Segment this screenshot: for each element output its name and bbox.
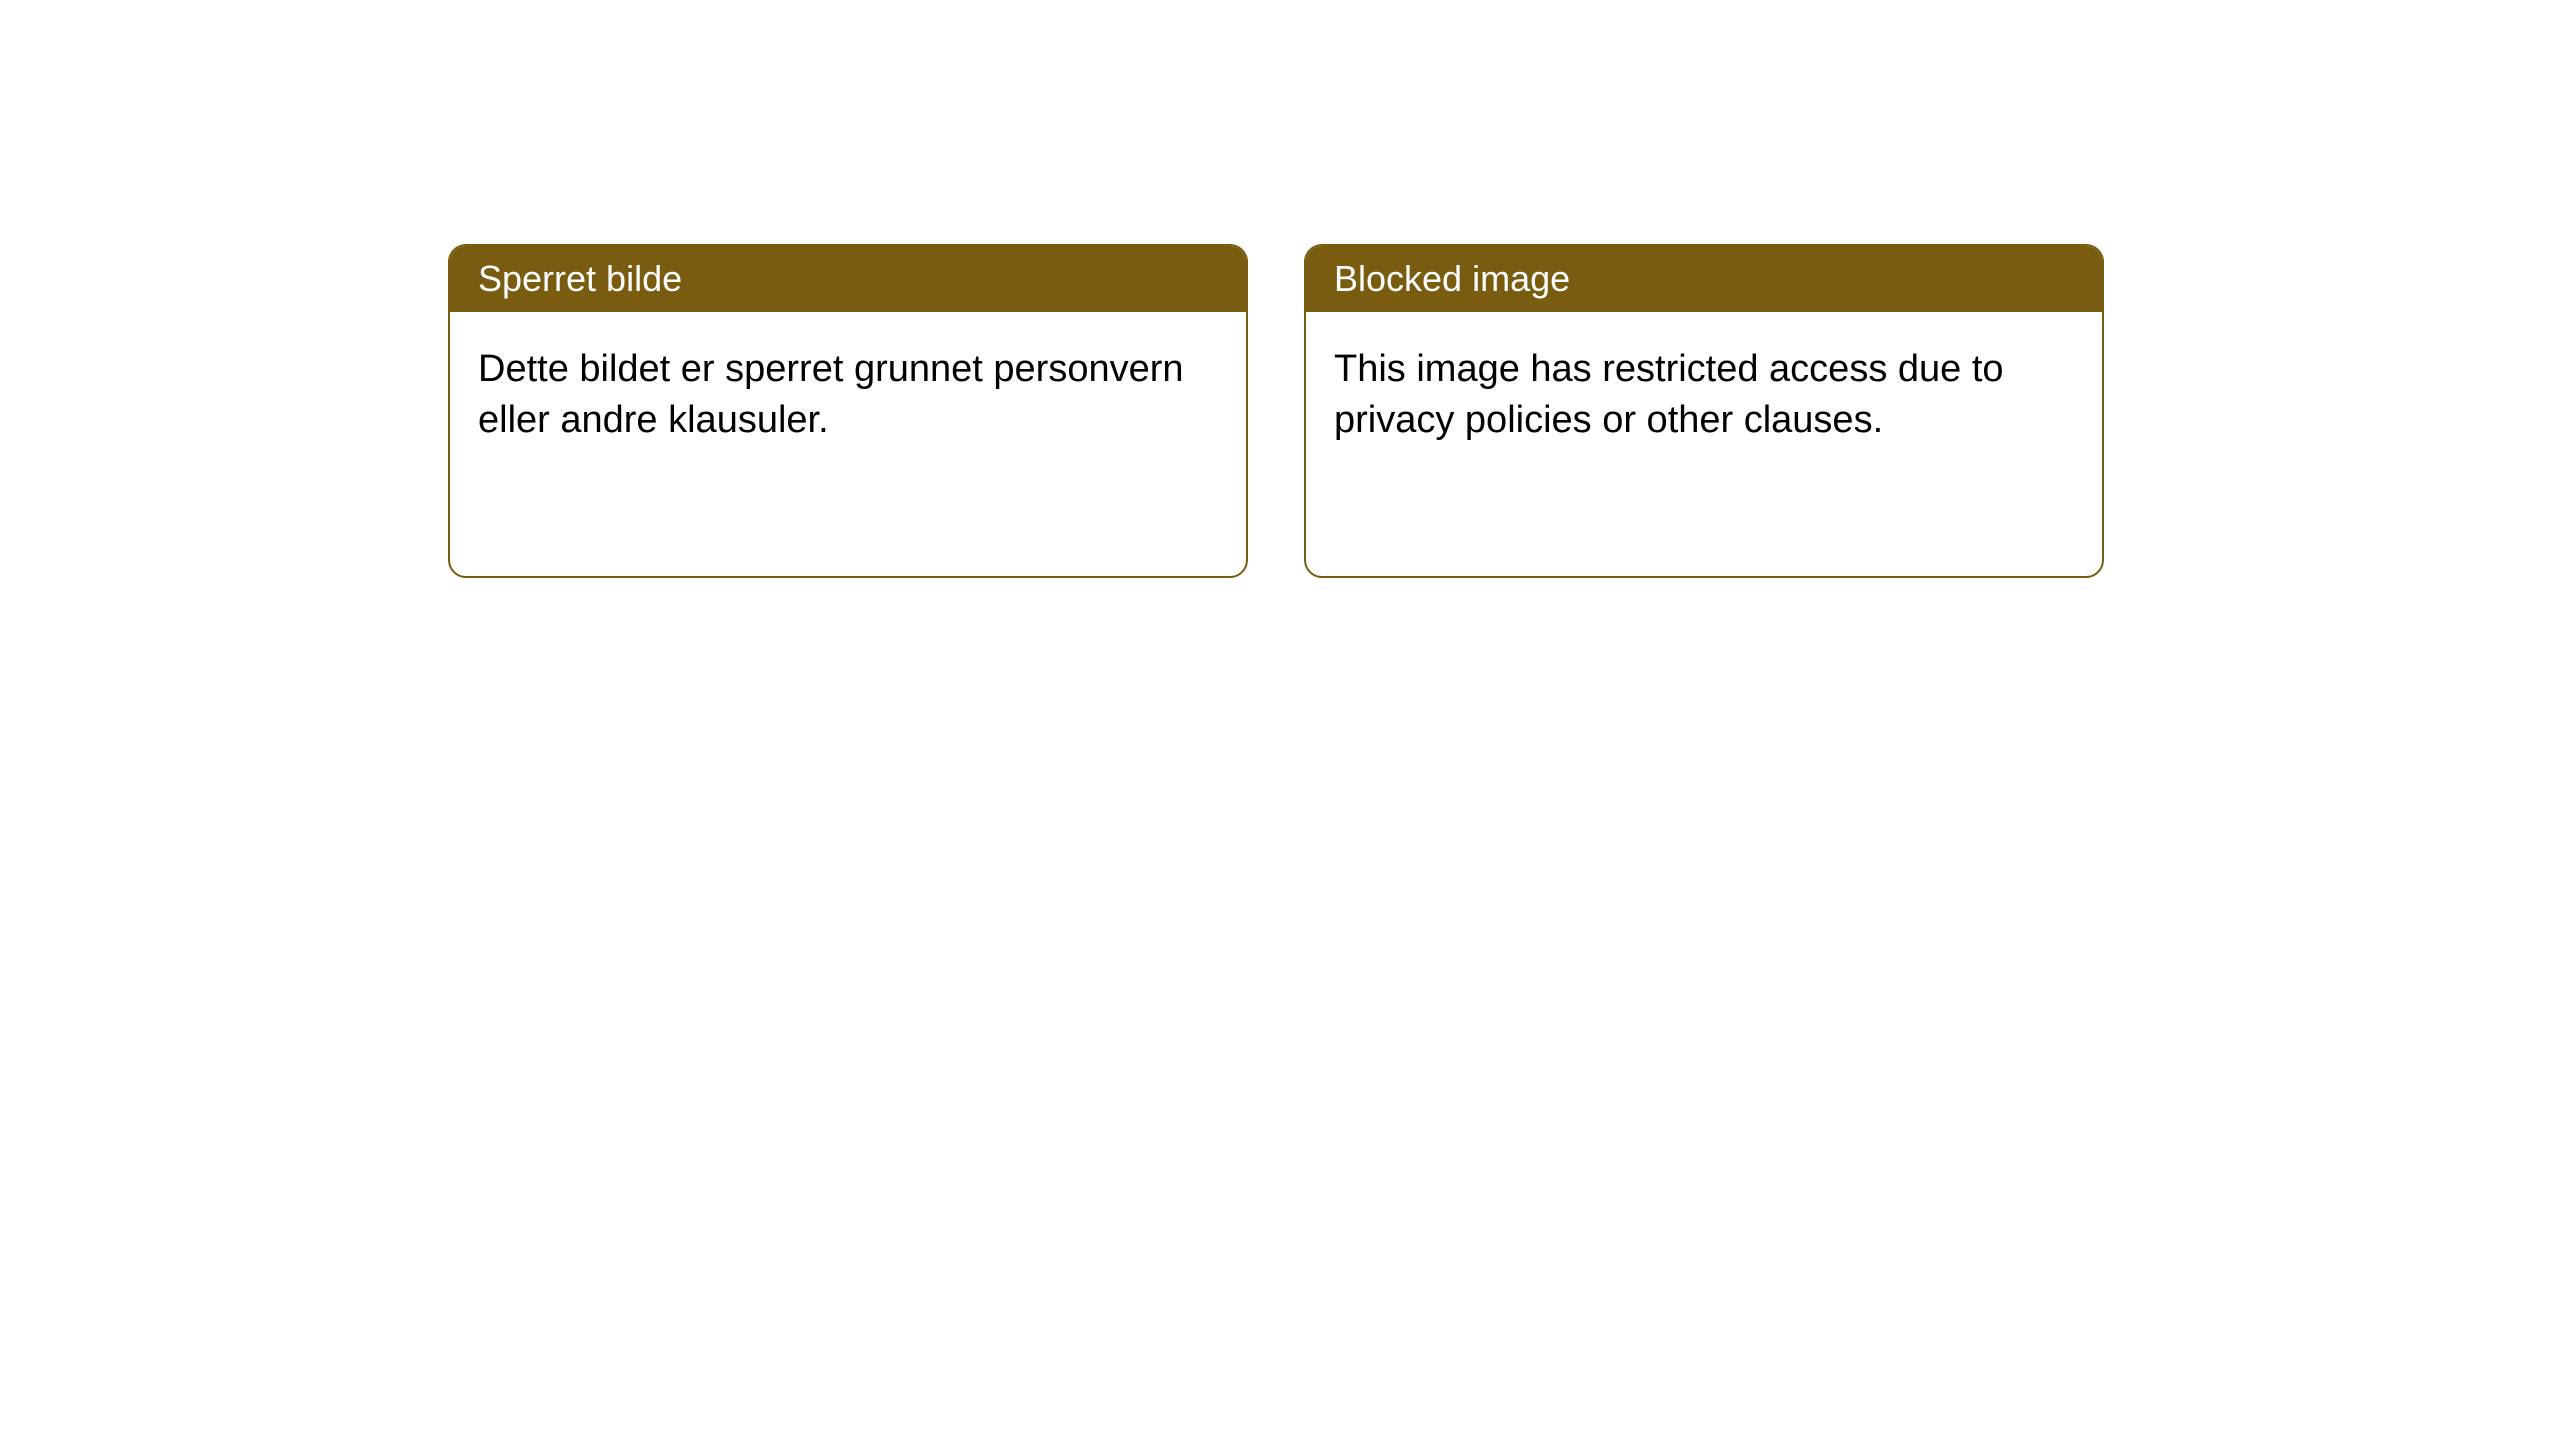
- card-body: Dette bildet er sperret grunnet personve…: [450, 312, 1246, 479]
- card-title: Sperret bilde: [478, 258, 682, 299]
- card-title: Blocked image: [1334, 258, 1570, 299]
- card-body-text: Dette bildet er sperret grunnet personve…: [478, 348, 1184, 441]
- card-body-text: This image has restricted access due to …: [1334, 348, 2004, 441]
- card-body: This image has restricted access due to …: [1306, 312, 2102, 479]
- blocked-image-card-english: Blocked image This image has restricted …: [1304, 244, 2104, 578]
- blocked-image-card-norwegian: Sperret bilde Dette bildet er sperret gr…: [448, 244, 1248, 578]
- card-header: Sperret bilde: [450, 246, 1246, 312]
- card-header: Blocked image: [1306, 246, 2102, 312]
- cards-container: Sperret bilde Dette bildet er sperret gr…: [448, 244, 2104, 578]
